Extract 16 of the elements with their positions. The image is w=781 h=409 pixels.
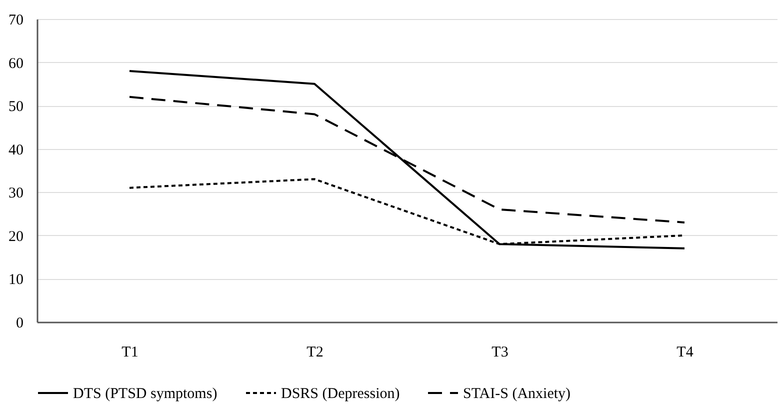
y-tick-label: 50 [8,99,24,116]
line-series [128,70,686,250]
legend-label: STAI-S (Anxiety) [463,386,571,402]
x-tick-label: T2 [306,344,324,360]
x-tick-label: T3 [492,344,508,360]
y-tick-label: 0 [16,316,24,332]
y-tick-label: 60 [8,56,24,72]
legend-label: DSRS (Depression) [281,386,400,402]
y-tick-label: 30 [8,186,24,202]
x-tick-label: T1 [122,344,138,360]
y-tick-label: 70 [8,12,24,28]
legend-label: DTS (PTSD symptoms) [73,386,218,402]
x-tick-label: T4 [676,344,694,360]
y-tick-label: 40 [8,142,24,158]
y-tick-label: 20 [8,228,24,245]
y-tick-label: 10 [8,272,24,288]
